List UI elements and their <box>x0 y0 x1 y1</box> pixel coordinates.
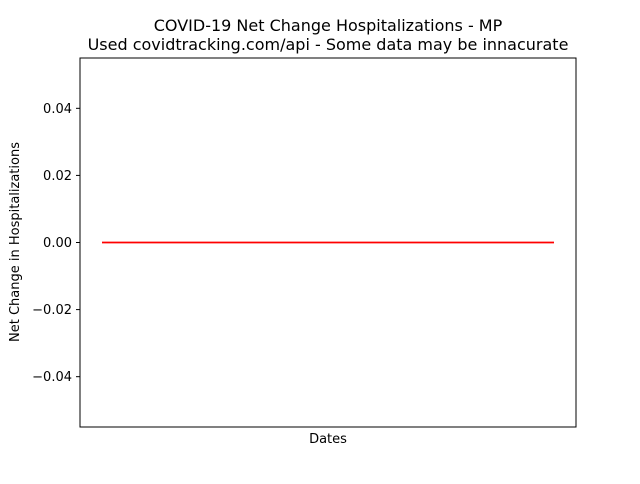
y-tick-label: −0.04 <box>32 370 72 385</box>
x-axis-label: Dates <box>309 432 347 447</box>
y-tick-label: 0.04 <box>43 102 72 117</box>
chart-subtitle: Used covidtracking.com/api - Some data m… <box>88 35 569 54</box>
y-axis-ticks: 0.04 0.02 0.00 −0.02 −0.04 <box>32 102 80 385</box>
y-tick-label: 0.00 <box>43 236 72 251</box>
chart-title: COVID-19 Net Change Hospitalizations - M… <box>154 16 503 35</box>
y-axis-label: Net Change in Hospitalizations <box>8 142 23 342</box>
y-tick-label: −0.02 <box>32 303 72 318</box>
y-tick-label: 0.02 <box>43 169 72 184</box>
